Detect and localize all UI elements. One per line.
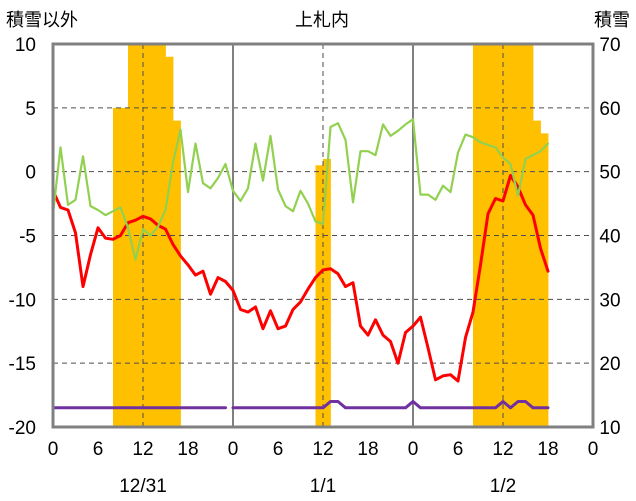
plot-frame	[51, 42, 595, 429]
snow-depth-bar	[525, 44, 534, 427]
plot-border	[51, 42, 595, 429]
snow-depth-bar	[495, 44, 504, 427]
left-tick-label: 5	[25, 99, 36, 120]
snow-depth-bar	[540, 133, 549, 427]
left-tick-label: -20	[9, 418, 36, 439]
snow-depth-bar	[120, 107, 129, 427]
left-tick-label: -15	[9, 354, 36, 375]
snow-depth-bar	[135, 44, 144, 427]
snow-depth-bar	[165, 56, 174, 428]
x-tick-label: 0	[408, 439, 419, 460]
x-tick-label: 12	[132, 439, 153, 460]
snow-depth-bar	[323, 158, 331, 427]
left-tick-label: 0	[25, 163, 36, 184]
x-tick-label: 6	[93, 439, 104, 460]
right-tick-label: 30	[599, 290, 620, 311]
x-tick-label: 6	[453, 439, 464, 460]
right-tick-label: 40	[599, 227, 620, 248]
right-tick-label: 10	[599, 418, 620, 439]
right-tick-label: 70	[599, 35, 620, 56]
right-tick-label: 20	[599, 354, 620, 375]
day-label: 1/1	[310, 476, 336, 497]
day-label: 1/2	[490, 476, 516, 497]
snow-depth-bar	[128, 44, 136, 427]
series-line	[51, 118, 550, 261]
left-tick-label: 10	[15, 35, 36, 56]
x-tick-label: 0	[588, 439, 599, 460]
x-tick-label: 18	[177, 439, 198, 460]
day-label: 12/31	[119, 476, 167, 497]
right-tick-label: 50	[599, 163, 620, 184]
right-tick-label: 60	[599, 99, 620, 120]
gridlines	[53, 44, 593, 427]
chart-title: 上札内	[295, 10, 349, 30]
x-tick-label: 18	[357, 439, 378, 460]
series-line	[231, 400, 550, 410]
snow-depth-bars	[113, 44, 549, 428]
x-tick-label: 12	[312, 439, 333, 460]
series-line	[51, 174, 550, 383]
snow-depth-bar	[488, 44, 496, 427]
x-tick-label: 12	[492, 439, 513, 460]
x-tick-label: 0	[228, 439, 239, 460]
snow-depth-bar	[533, 120, 541, 427]
snow-depth-bar	[113, 107, 121, 427]
left-axis-title: 積雪以外	[6, 10, 78, 30]
left-tick-label: -5	[19, 227, 36, 248]
snow-depth-bar	[315, 165, 324, 428]
x-tick-label: 6	[273, 439, 284, 460]
left-tick-label: -10	[9, 290, 36, 311]
data-lines	[51, 118, 550, 410]
right-axis-title: 積雪	[594, 10, 630, 30]
x-tick-label: 0	[48, 439, 59, 460]
x-tick-label: 18	[537, 439, 558, 460]
snow-depth-bar	[173, 120, 181, 427]
